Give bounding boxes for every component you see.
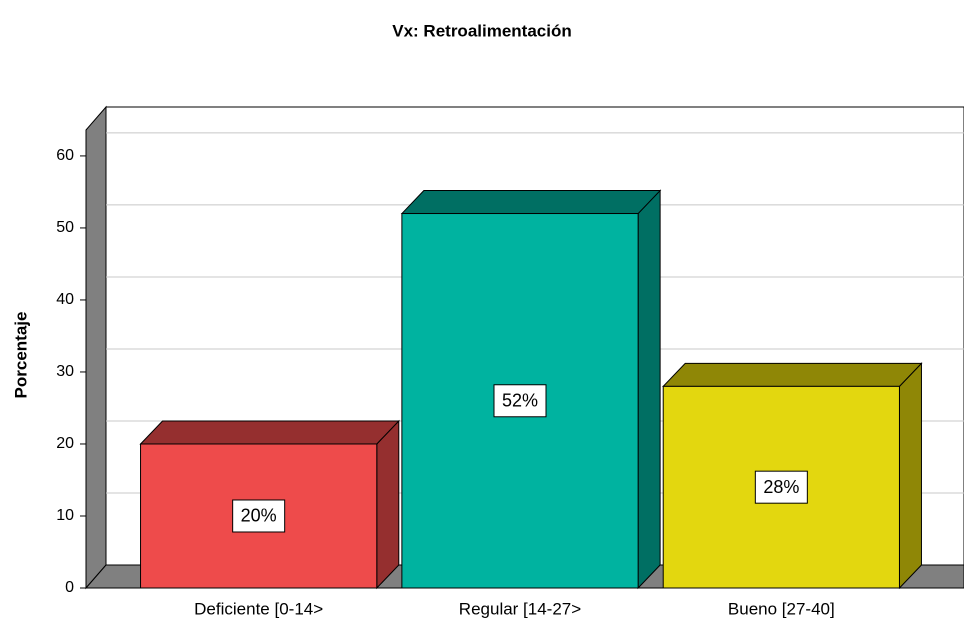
y-tick-label: 50 bbox=[56, 219, 74, 236]
bar-top bbox=[400, 190, 662, 215]
y-tick-label: 30 bbox=[56, 363, 74, 380]
bar-top bbox=[662, 362, 923, 387]
y-axis-label: Porcentaje bbox=[11, 312, 30, 399]
y-tick-label: 20 bbox=[56, 435, 74, 452]
y-tick-label: 40 bbox=[56, 291, 74, 308]
value-label-box bbox=[754, 470, 808, 504]
chart-title: Vx: Retroalimentación bbox=[392, 21, 572, 40]
y-tick-label: 60 bbox=[56, 147, 74, 164]
x-tick-label: Deficiente [0-14> bbox=[194, 599, 323, 618]
y-tick-label: 10 bbox=[56, 507, 74, 524]
y-tick-label: 0 bbox=[65, 579, 74, 596]
left-wall bbox=[85, 105, 107, 590]
x-tick-label: Regular [14-27> bbox=[459, 599, 581, 618]
x-tick-label: Bueno [27-40] bbox=[728, 599, 835, 618]
bar-side bbox=[376, 419, 400, 590]
value-label: 20% bbox=[241, 506, 277, 526]
value-label: 28% bbox=[763, 477, 799, 497]
bar-side bbox=[637, 189, 661, 590]
value-label: 52% bbox=[502, 391, 538, 411]
bar-top bbox=[139, 420, 400, 445]
value-label-box bbox=[232, 499, 286, 533]
value-label-box bbox=[493, 384, 547, 418]
bar-side bbox=[898, 362, 922, 590]
